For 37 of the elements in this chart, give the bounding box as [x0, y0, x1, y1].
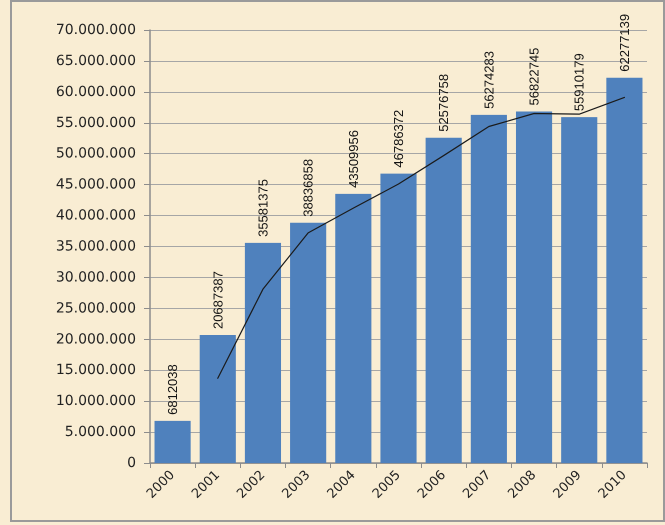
bar: [244, 242, 282, 463]
data-label: 20687387: [210, 271, 226, 330]
y-tick-label: 70.000.000: [56, 22, 136, 38]
data-label: 6812038: [165, 364, 180, 415]
bar: [426, 138, 462, 463]
y-tick-label: 60.000.000: [56, 84, 136, 100]
y-tick-label: 55.000.000: [56, 114, 136, 131]
y-tick-label: 35.000.000: [56, 238, 136, 254]
data-label: 55910179: [572, 53, 587, 112]
data-label: 46786372: [391, 110, 406, 168]
data-label: 35581375: [255, 179, 270, 237]
bar: [606, 78, 642, 463]
bar: [516, 112, 552, 463]
data-label: 56274283: [481, 51, 496, 109]
y-tick-label: 25.000.000: [56, 300, 136, 316]
y-tick-label: 10.000.000: [56, 393, 136, 410]
y-tick-label: 20.000.000: [56, 331, 136, 348]
y-tick-label: 45.000.000: [56, 176, 136, 193]
bar: [154, 420, 191, 463]
bar: [561, 117, 598, 463]
bar: [470, 114, 507, 463]
y-tick-label: 0: [127, 455, 136, 471]
bar: [335, 194, 372, 463]
y-tick-label: 40.000.000: [56, 208, 136, 224]
y-tick-label: 15.000.000: [56, 362, 136, 378]
data-label: 62277139: [616, 14, 632, 72]
y-tick-label: 50.000.000: [56, 146, 136, 162]
y-tick-label: 30.000.000: [56, 269, 136, 286]
data-label: 56822745: [526, 48, 542, 106]
y-tick-label: 5.000.000: [64, 424, 136, 440]
bar: [380, 174, 417, 463]
data-label: 52576758: [436, 74, 452, 132]
bar: [200, 335, 236, 463]
y-tick-label: 65.000.000: [56, 52, 136, 69]
data-label: 38836858: [300, 158, 316, 217]
data-label: 43509956: [346, 130, 361, 188]
bar: [290, 222, 326, 463]
